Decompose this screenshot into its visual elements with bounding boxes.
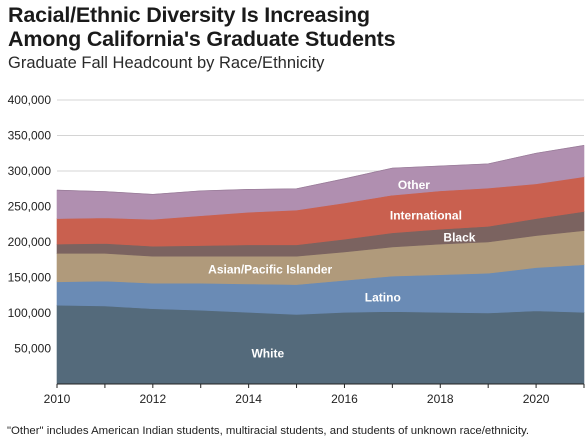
chart-subtitle: Graduate Fall Headcount by Race/Ethnicit… — [8, 54, 325, 72]
y-axis-tick-labels: 50,000 100,000 150,000 200,000 250,000 300,00… — [8, 93, 52, 356]
y-tick-label: 50,000 — [14, 342, 51, 356]
y-tick-label: 250,000 — [8, 200, 52, 214]
chart-title: Racial/Ethnic Diversity Is Increasing Am… — [8, 3, 396, 51]
x-tick-label: 2010 — [44, 392, 71, 406]
series-label-latino: Latino — [365, 290, 401, 304]
chart-title-line2: Among California's Graduate Students — [8, 27, 396, 51]
y-tick-label: 400,000 — [8, 93, 52, 107]
y-tick-label: 200,000 — [8, 235, 52, 249]
series-label-black: Black — [443, 231, 475, 245]
area-series — [56, 145, 585, 385]
series-label-white: White — [251, 346, 284, 360]
y-tick-label: 100,000 — [8, 306, 52, 320]
chart-title-line1: Racial/Ethnic Diversity Is Increasing — [8, 3, 370, 27]
y-tick-label: 300,000 — [8, 164, 52, 178]
y-tick-label: 150,000 — [8, 271, 52, 285]
series-label-other: Other — [398, 178, 430, 192]
x-tick-label: 2014 — [235, 392, 262, 406]
x-tick-label: 2020 — [523, 392, 550, 406]
series-label-international: International — [390, 209, 462, 223]
footnote: "Other" includes American Indian student… — [7, 425, 529, 437]
stack-top-outline — [56, 145, 585, 195]
x-tick-label: 2018 — [427, 392, 454, 406]
y-tick-label: 350,000 — [8, 129, 52, 143]
x-tick-label: 2012 — [139, 392, 166, 406]
x-axis: 2010 2012 2014 2016 2018 2020 — [44, 383, 585, 406]
x-tick-label: 2016 — [331, 392, 358, 406]
series-label-asian-pacific-islander: Asian/Pacific Islander — [208, 263, 332, 277]
stacked-area-chart: 50,000 100,000 150,000 200,000 250,000 300,00… — [8, 93, 585, 406]
series-labels: White Latino Asian/Pacific Islander Black In… — [208, 178, 476, 360]
area-white — [56, 304, 585, 385]
